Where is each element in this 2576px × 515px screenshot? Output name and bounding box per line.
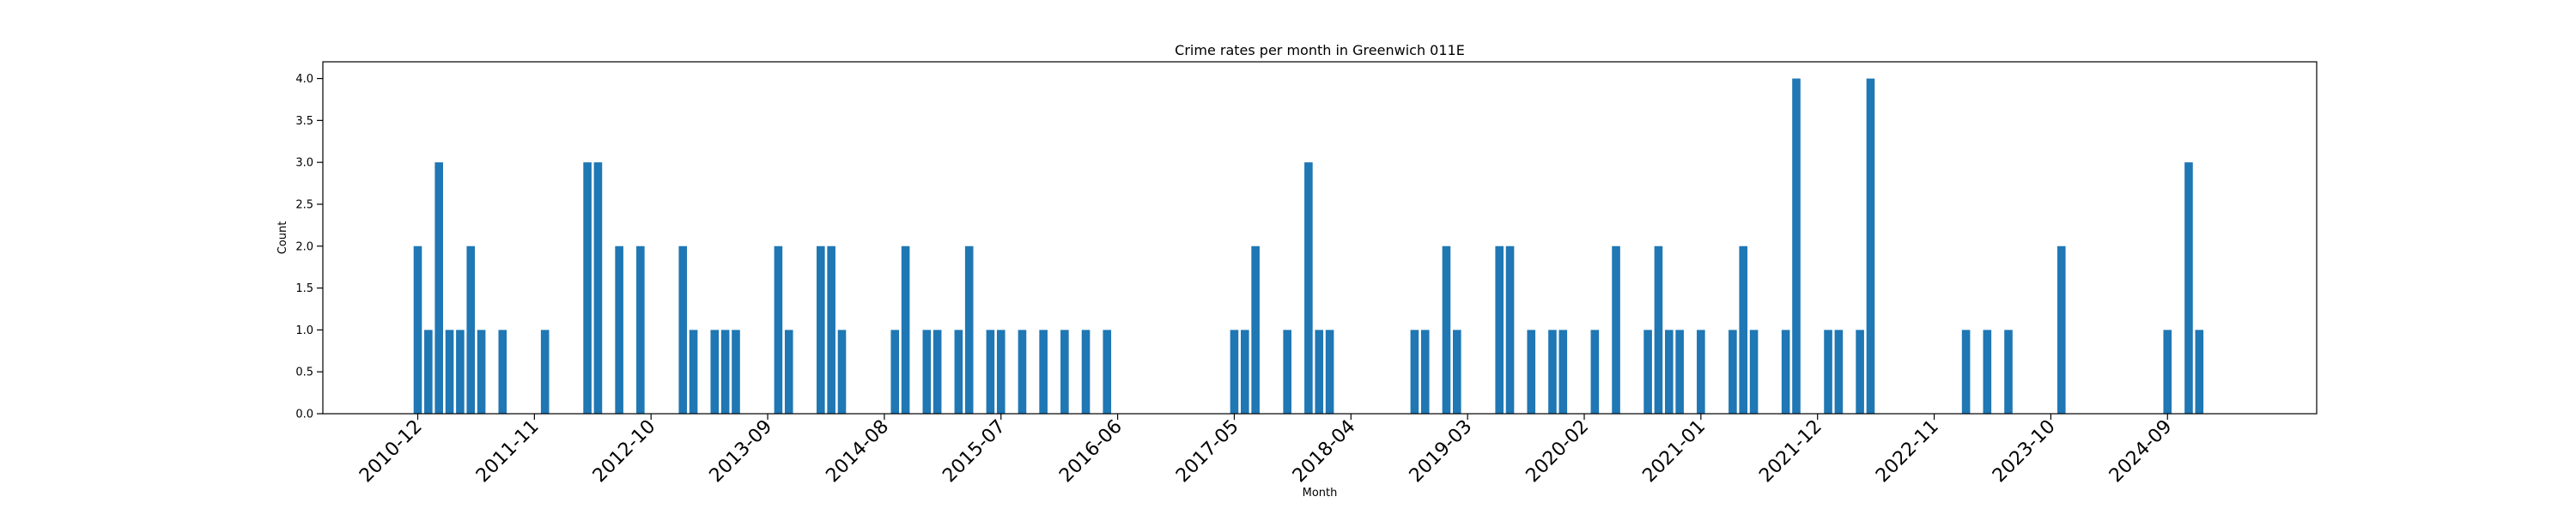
bars-group — [413, 78, 2204, 415]
plot-frame — [322, 61, 2318, 415]
bar-2019-06 — [1495, 245, 1504, 414]
bar-2013-06 — [732, 330, 740, 414]
bar-2018-11 — [1420, 330, 1430, 414]
bar-2019-11 — [1548, 330, 1557, 414]
y-tick-label: 0.0 — [295, 409, 313, 421]
bar-2014-12 — [922, 330, 932, 414]
bar-2012-05 — [593, 162, 603, 414]
bar-2015-07 — [996, 330, 1005, 414]
bar-2012-07 — [615, 245, 623, 414]
bar-2024-12 — [2195, 330, 2204, 414]
bar-2011-04 — [456, 330, 465, 414]
bar-2020-09 — [1654, 245, 1663, 414]
bar-2023-11 — [2057, 245, 2066, 414]
bar-2012-04 — [583, 162, 592, 414]
bar-2024-09 — [2163, 330, 2172, 414]
bar-2023-04 — [1983, 330, 1992, 414]
bar-2017-06 — [1241, 330, 1249, 414]
bar-2011-08 — [498, 330, 507, 414]
bar-2022-04 — [1856, 330, 1864, 414]
bar-2019-02 — [1453, 330, 1461, 414]
bar-2021-06 — [1749, 330, 1759, 414]
bar-2010-12 — [413, 245, 422, 414]
bar-2017-12 — [1304, 162, 1313, 414]
bar-2011-06 — [477, 330, 486, 414]
bar-2020-08 — [1643, 330, 1652, 414]
bar-2013-01 — [678, 245, 688, 414]
bar-2016-05 — [1103, 330, 1112, 414]
bar-2020-03 — [1590, 330, 1600, 414]
y-tick-label: 2.0 — [295, 240, 313, 253]
bar-2016-03 — [1081, 330, 1091, 414]
x-axis-label: Month — [1303, 487, 1338, 500]
bar-2019-12 — [1558, 330, 1568, 414]
bar-2022-05 — [1866, 78, 1875, 415]
chart-title: Crime rates per month in Greenwich 011E — [1175, 42, 1465, 58]
bar-2015-01 — [933, 330, 942, 414]
y-tick-label: 3.0 — [295, 157, 313, 170]
y-axis: 0.0 0.5 1.0 1.5 2.0 2.5 3.0 3.5 4.0 — [295, 73, 323, 421]
bar-2018-02 — [1325, 330, 1334, 414]
bar-2021-09 — [1781, 330, 1790, 414]
bar-2013-05 — [720, 330, 730, 414]
bar-2021-04 — [1728, 330, 1737, 414]
bar-2011-12 — [540, 330, 550, 414]
bar-2015-09 — [1018, 330, 1027, 414]
bar-2018-01 — [1315, 330, 1324, 414]
y-tick-label: 1.0 — [295, 324, 313, 337]
y-axis-label: Count — [276, 221, 289, 255]
y-tick-label: 0.5 — [295, 367, 313, 379]
bar-2017-05 — [1230, 330, 1239, 414]
bar-2023-06 — [2004, 330, 2013, 414]
bar-2015-06 — [986, 330, 995, 414]
bar-2020-11 — [1675, 330, 1684, 414]
bar-2024-11 — [2184, 162, 2193, 414]
y-tick-label: 3.5 — [295, 115, 313, 128]
bar-2015-04 — [964, 245, 974, 414]
bar-2020-10 — [1665, 330, 1674, 414]
bar-2021-05 — [1739, 245, 1748, 414]
bar-2013-10 — [774, 245, 783, 414]
bar-2014-09 — [890, 330, 900, 414]
bar-2014-03 — [827, 245, 835, 414]
bar-2013-02 — [689, 330, 698, 414]
bar-2016-01 — [1060, 330, 1069, 414]
bar-2022-01 — [1824, 330, 1832, 414]
bar-2015-11 — [1039, 330, 1048, 414]
bar-2014-04 — [837, 330, 847, 414]
bar-2012-09 — [636, 245, 645, 414]
bar-2011-03 — [445, 330, 454, 414]
y-tick-label: 4.0 — [295, 73, 313, 86]
y-tick-label: 2.5 — [295, 198, 313, 211]
bar-2011-01 — [424, 330, 433, 414]
bar-2019-09 — [1527, 330, 1536, 414]
bar-2023-02 — [1961, 330, 1971, 414]
bar-2017-07 — [1251, 245, 1260, 414]
bar-2019-01 — [1442, 245, 1451, 414]
bar-2021-01 — [1697, 330, 1705, 414]
bar-2022-02 — [1834, 330, 1844, 414]
bar-2021-10 — [1792, 78, 1801, 415]
bar-2013-04 — [710, 330, 720, 414]
bar-2017-10 — [1283, 330, 1291, 414]
y-tick-label: 1.5 — [295, 282, 313, 295]
bar-2020-05 — [1612, 245, 1620, 414]
bar-2014-10 — [901, 245, 910, 414]
bar-2015-03 — [954, 330, 963, 414]
bar-2014-02 — [817, 245, 825, 414]
bar-2011-05 — [466, 245, 476, 414]
bar-2011-02 — [434, 162, 443, 414]
bar-2013-11 — [784, 330, 793, 414]
bar-2018-10 — [1410, 330, 1419, 414]
bar-2019-07 — [1505, 245, 1515, 414]
